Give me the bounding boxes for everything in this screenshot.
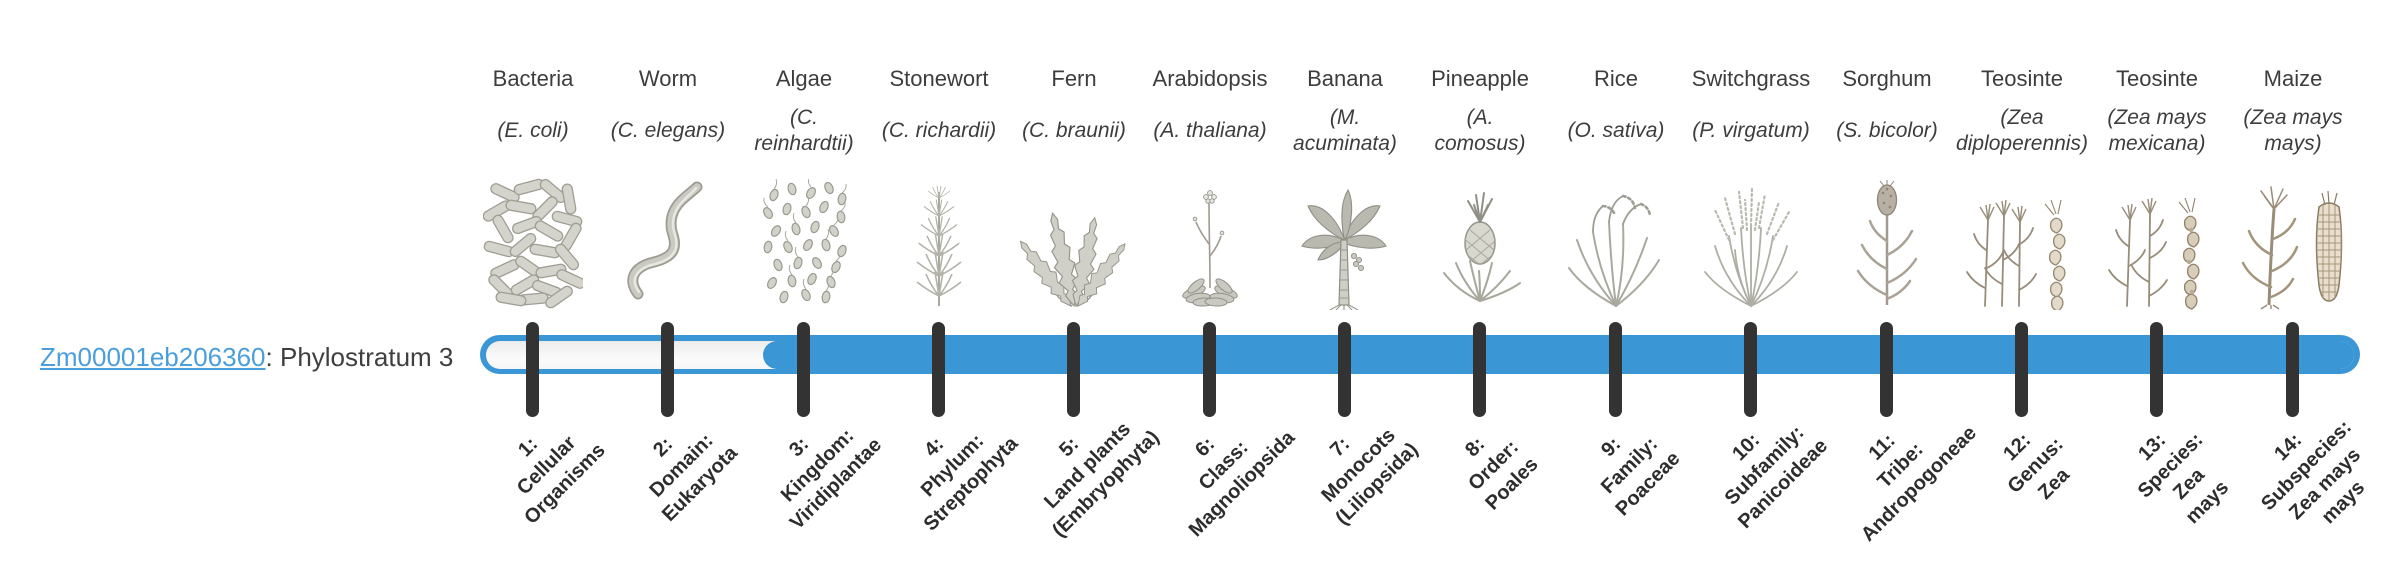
pineapple-illustration [1405, 162, 1555, 310]
stratum-label-1: 1: Cellular Organisms [512, 431, 610, 529]
organism-column-switchgrass: Switchgrass (P. virgatum) [1676, 64, 1826, 310]
organism-scientific-name: (Zea mays mexicana) [2107, 106, 2207, 155]
organism-column-teosinte-diploperennis: Teosinte (Zea diploperennis) [1947, 64, 2097, 310]
phylostratum-tick-4 [932, 322, 945, 417]
stratum-label-9: 9: Family: Poaceae [1597, 433, 1685, 521]
organism-column-algae: Algae (C. reinhardtii) [729, 64, 879, 310]
teosinte-diploperennis-illustration [1947, 162, 2097, 310]
stratum-label-7: 7: Monocots (Liliopsida) [1317, 424, 1423, 530]
organism-scientific-name: (C. richardii) [881, 119, 997, 142]
organism-column-fern: Fern (C. braunii) [999, 64, 1149, 310]
stratum-label-12: 12: Genus: Zea [1999, 429, 2074, 504]
organism-common-name: Worm [638, 66, 698, 91]
arabidopsis-illustration [1135, 162, 1285, 310]
organism-common-name: Switchgrass [1691, 66, 1811, 91]
organism-common-name: Bacteria [492, 66, 574, 91]
organism-common-name: Arabidopsis [1152, 66, 1268, 91]
organism-scientific-name: (O. sativa) [1567, 119, 1665, 142]
fern-illustration [999, 162, 1149, 310]
organism-scientific-name: (C. reinhardtii) [754, 106, 854, 155]
algae-illustration [729, 162, 879, 310]
organism-scientific-name: (Zea diploperennis) [1956, 106, 2088, 155]
organism-scientific-name: (A. comosus) [1434, 106, 1526, 155]
maize-illustration [2218, 162, 2368, 310]
organism-common-name: Fern [1051, 66, 1097, 91]
organism-scientific-name: (Zea mays mays) [2243, 106, 2343, 155]
stonewort-illustration [864, 162, 1014, 310]
organism-column-maize: Maize (Zea mays mays) [2218, 64, 2368, 310]
rice-illustration [1541, 162, 1691, 310]
phylostratum-tick-3 [797, 322, 810, 417]
worm-illustration [593, 162, 743, 310]
stratum-label-8: 8: Order: Poales [1461, 433, 1543, 515]
phylostratum-tick-14 [2286, 322, 2299, 417]
sorghum-illustration [1812, 162, 1962, 310]
organism-scientific-name: (M. acuminata) [1293, 106, 1397, 155]
organism-common-name: Pineapple [1431, 66, 1529, 91]
organism-scientific-name: (S. bicolor) [1836, 119, 1938, 142]
organism-common-name: Banana [1307, 66, 1383, 91]
phylostratum-tick-2 [661, 322, 674, 417]
organism-common-name: Rice [1593, 66, 1638, 91]
organism-column-pineapple: Pineapple (A. comosus) [1405, 64, 1555, 310]
stratum-label-2: 2: Domain: Eukaryota [645, 429, 742, 526]
gene-id-link[interactable]: Zm00001eb206360 [40, 342, 266, 372]
stratum-label-10: 10: Subfamily: Panicoideae [1720, 421, 1833, 534]
organism-common-name: Teosinte [2116, 66, 2198, 91]
switchgrass-illustration [1676, 162, 1826, 310]
bacteria-illustration [458, 162, 608, 310]
phylostratum-bar-fill [763, 341, 2354, 369]
organism-scientific-name: (C. elegans) [610, 119, 726, 142]
phylostratum-tick-9 [1609, 322, 1622, 417]
organism-column-arabidopsis: Arabidopsis (A. thaliana) [1135, 64, 1285, 310]
banana-illustration [1270, 162, 1420, 310]
organism-column-sorghum: Sorghum (S. bicolor) [1812, 64, 1962, 310]
organism-common-name: Sorghum [1842, 66, 1932, 91]
organism-common-name: Algae [775, 66, 833, 91]
phylostratum-tick-12 [2015, 322, 2028, 417]
organism-scientific-name: (C. braunii) [1022, 119, 1126, 142]
stratum-label-13: 13: Species: Zea mays [2133, 428, 2234, 529]
phylostratum-tick-13 [2150, 322, 2163, 417]
stratum-label-14: 14: Subspecies: Zea mays mays [2257, 416, 2370, 529]
phylostratum-tick-8 [1473, 322, 1486, 417]
stratum-label-6: 6: Class: Magnoliopsida [1184, 426, 1300, 542]
stratum-label-11: 11: Tribe: Andropogoneae [1856, 421, 1981, 546]
organism-scientific-name: (P. virgatum) [1692, 119, 1810, 142]
organism-column-rice: Rice (O. sativa) [1541, 64, 1691, 310]
organism-column-teosinte-mexicana: Teosinte (Zea mays mexicana) [2082, 64, 2232, 310]
organism-scientific-name: (A. thaliana) [1153, 119, 1267, 142]
phylostratum-text: : Phylostratum 3 [265, 342, 454, 372]
organism-column-bacteria: Bacteria (E. coli) [458, 64, 608, 310]
stratum-label-3: 3: Kingdom: Viridiplantae [776, 424, 887, 535]
organism-scientific-name: (E. coli) [497, 119, 569, 142]
phylostratum-tick-10 [1744, 322, 1757, 417]
organism-column-banana: Banana (M. acuminata) [1270, 64, 1420, 310]
phylostratum-tick-1 [526, 322, 539, 417]
organism-common-name: Maize [2263, 66, 2323, 91]
organism-column-worm: Worm (C. elegans) [593, 64, 743, 310]
phylostratum-tick-5 [1067, 322, 1080, 417]
phylostratum-tick-11 [1880, 322, 1893, 417]
teosinte-mexicana-illustration [2082, 162, 2232, 310]
organism-common-name: Teosinte [1981, 66, 2063, 91]
organism-column-stonewort: Stonewort (C. richardii) [864, 64, 1014, 310]
gene-label: Zm00001eb206360: Phylostratum 3 [40, 340, 453, 374]
phylostratum-tick-7 [1338, 322, 1351, 417]
phylostratum-tick-6 [1203, 322, 1216, 417]
organism-common-name: Stonewort [889, 66, 989, 91]
stratum-label-5: 5: Land plants (Embryophyta) [1040, 418, 1164, 542]
stratum-label-4: 4: Phylum: Streptophyta [916, 429, 1023, 536]
